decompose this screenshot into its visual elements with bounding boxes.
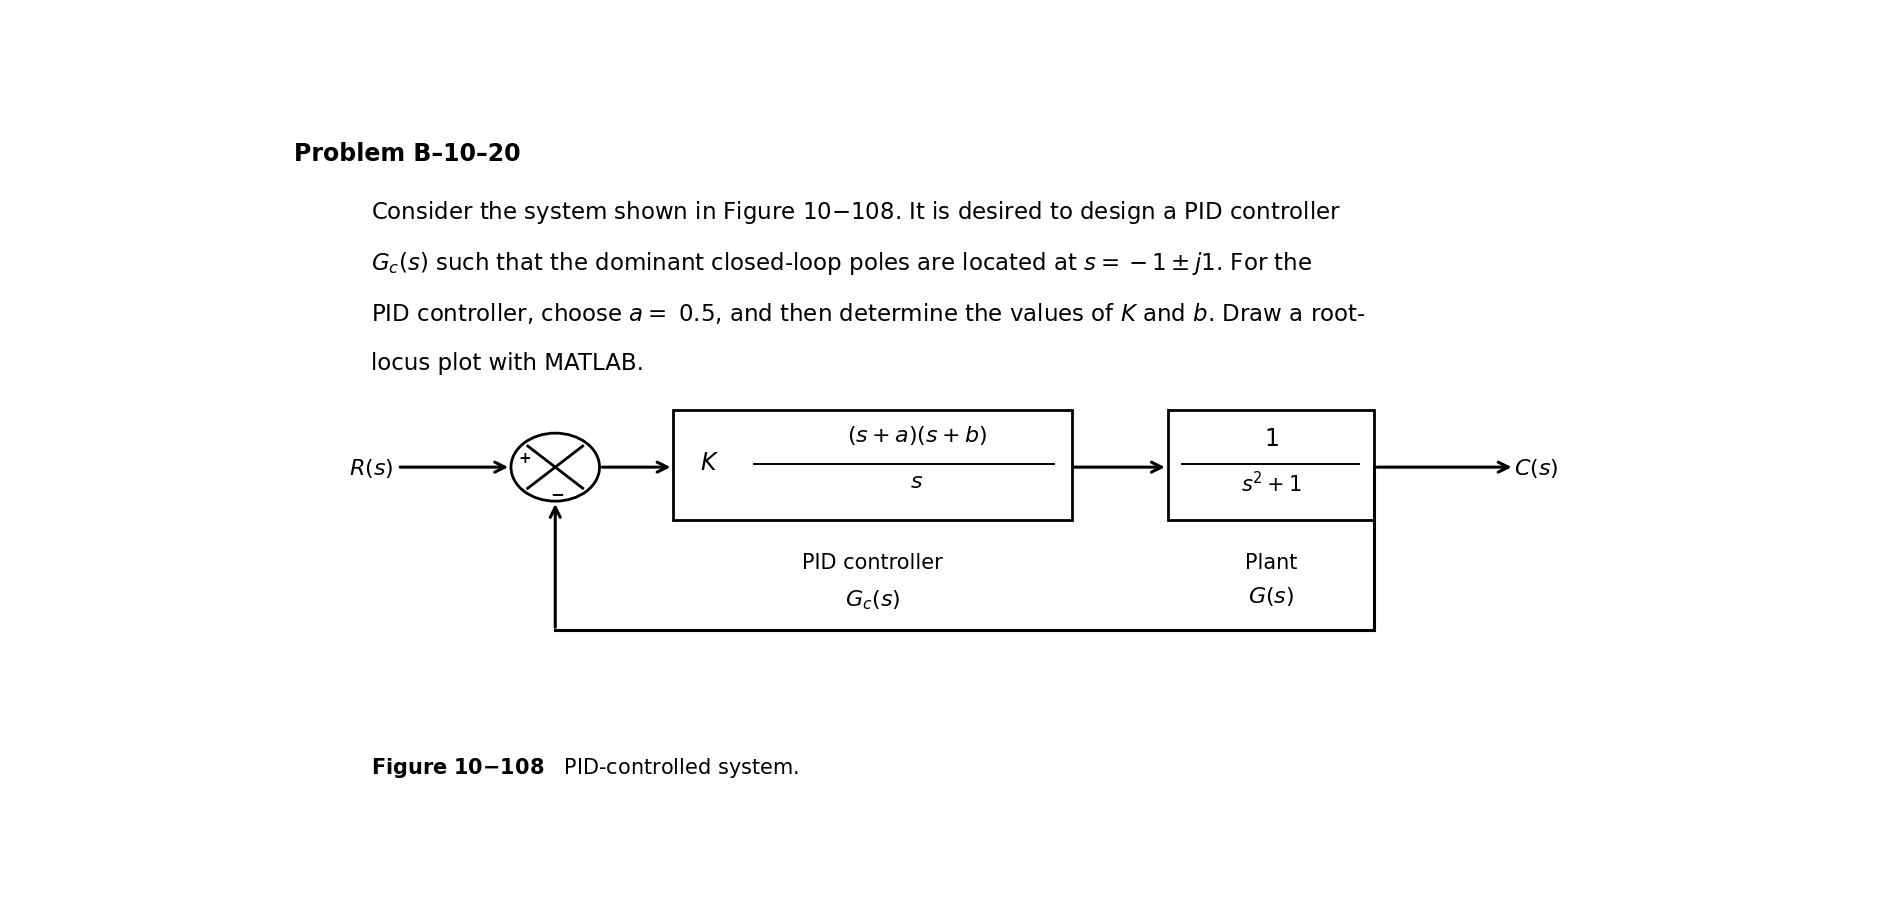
Text: locus plot with MATLAB.: locus plot with MATLAB. [371, 352, 644, 375]
Text: PID controller: PID controller [802, 552, 942, 573]
Text: $1$: $1$ [1264, 426, 1278, 450]
Text: $s$: $s$ [910, 471, 923, 492]
Text: $(s + a)(s + b)$: $(s + a)(s + b)$ [847, 423, 986, 446]
Text: Consider the system shown in Figure 10$-$108. It is desired to design a PID cont: Consider the system shown in Figure 10$-… [371, 199, 1340, 226]
Text: Plant: Plant [1245, 552, 1297, 573]
Bar [674, 411, 1072, 521]
Text: $R(s)$: $R(s)$ [348, 456, 392, 479]
Text: $G_c(s)$ such that the dominant closed-loop poles are located at $s = -1 \pm j1$: $G_c(s)$ such that the dominant closed-l… [371, 250, 1312, 277]
Bar [1167, 411, 1375, 521]
Text: PID controller, choose $a =$ 0.5, and then determine the values of $K$ and $b$. : PID controller, choose $a =$ 0.5, and th… [371, 301, 1365, 325]
Text: $K$: $K$ [701, 450, 720, 474]
Text: $s^2 + 1$: $s^2 + 1$ [1241, 471, 1300, 495]
Text: −: − [550, 484, 564, 502]
Text: $G_c(s)$: $G_c(s)$ [845, 588, 901, 611]
Text: $\mathbf{Figure\ 10{-}108}$   PID-controlled system.: $\mathbf{Figure\ 10{-}108}$ PID-controll… [371, 755, 800, 779]
Text: +: + [518, 450, 531, 466]
Text: Problem B–10–20: Problem B–10–20 [293, 142, 520, 166]
Text: $G(s)$: $G(s)$ [1247, 584, 1295, 607]
Text: $C(s)$: $C(s)$ [1514, 456, 1559, 479]
